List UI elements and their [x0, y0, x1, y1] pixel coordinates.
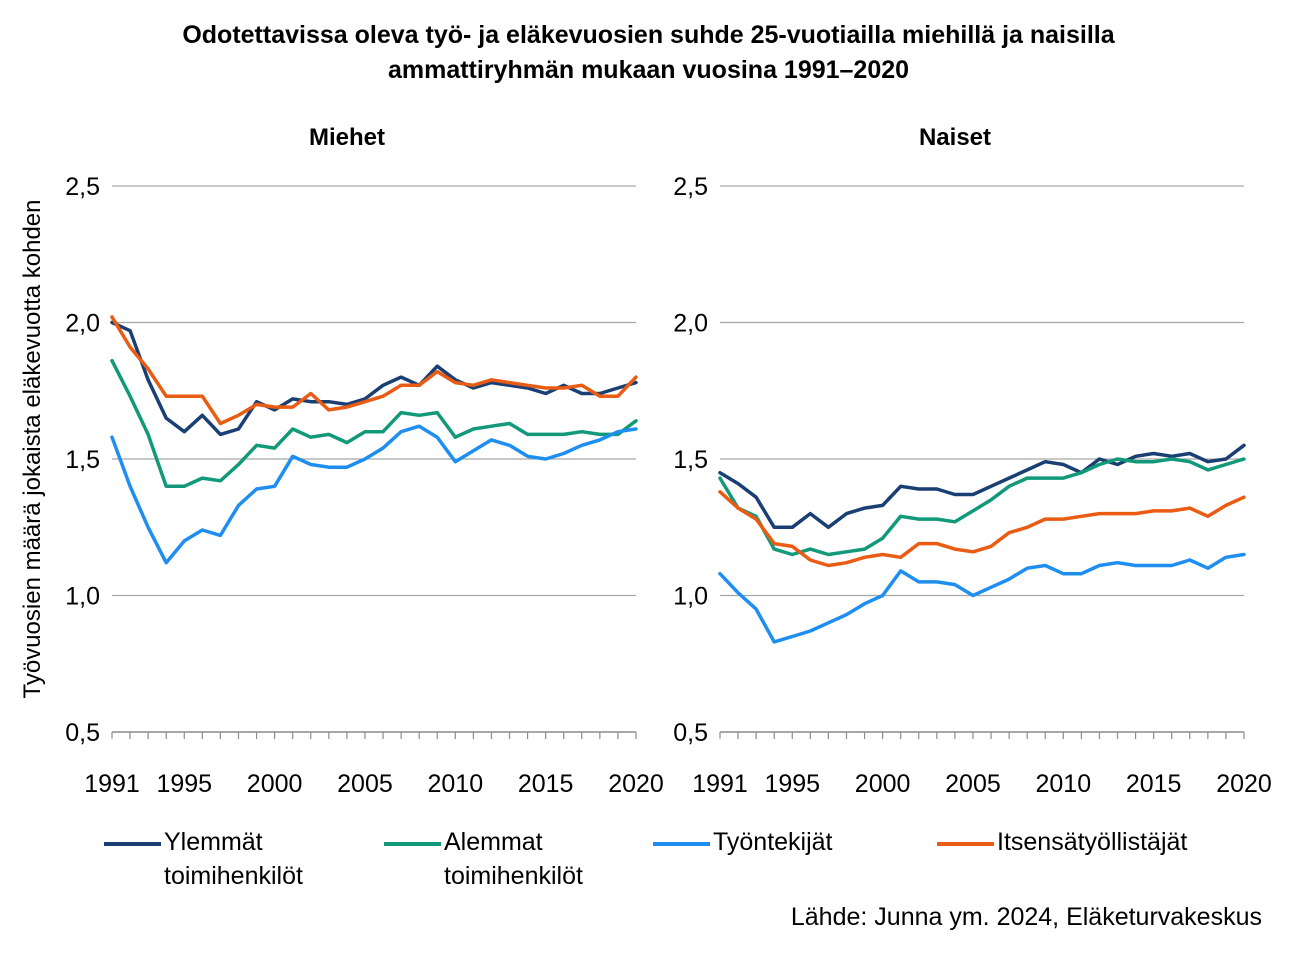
- x-tick-label: 2005: [945, 770, 1001, 798]
- chart-title: Odotettavissa oleva työ- ja eläkevuosien…: [0, 18, 1297, 88]
- x-tick-label: 1991: [84, 770, 140, 798]
- y-tick-label: 1,0: [65, 583, 100, 611]
- x-tick-label: 1991: [692, 770, 748, 798]
- y-tick-label: 1,5: [65, 446, 100, 474]
- panel-naiset: Naiset 0,5 1,0 1,5 2,0 2,5 1991 1995 2000 2005 201…: [673, 124, 1272, 798]
- legend-swatch-tyontekijat: [653, 842, 710, 846]
- series-line-1: [110, 358, 638, 489]
- series-line-1: [718, 457, 1246, 557]
- panel-title-0: Miehet: [309, 124, 385, 151]
- legend-swatch-alemmat: [384, 842, 441, 846]
- panel-title-1: Naiset: [919, 124, 991, 151]
- y-tick-label: 2,0: [673, 310, 708, 338]
- series-line-3: [718, 490, 1246, 568]
- x-tick-label: 2020: [1216, 770, 1272, 798]
- chart-title-line-2: ammattiryhmän mukaan vuosina 1991–2020: [387, 56, 910, 84]
- x-tick-label: 2010: [427, 770, 483, 798]
- panel-miehet: Miehet 0,5 1,0 1,5 2,0 2,5 1991 1995 2000 2005 201…: [19, 124, 664, 798]
- legend-label-tyontekijat: Työntekijät: [713, 828, 833, 856]
- x-tick-label: 2000: [855, 770, 911, 798]
- legend-label-itsensatyollistajat: Itsensätyöllistäjät: [997, 828, 1188, 856]
- series-line-2: [110, 424, 638, 565]
- x-tick-label: 1995: [156, 770, 212, 798]
- y-tick-label: 0,5: [65, 719, 100, 747]
- x-tick-label: 2005: [337, 770, 393, 798]
- series-line-0: [110, 320, 638, 437]
- legend-label-alemmat: Alemmat toimihenkilöt: [444, 828, 583, 890]
- x-tick-label: 2010: [1035, 770, 1091, 798]
- y-tick-label: 0,5: [673, 719, 708, 747]
- y-tick-label: 2,0: [65, 310, 100, 338]
- legend-swatch-itsensatyollistajat: [937, 842, 994, 846]
- x-tick-label: 2000: [247, 770, 303, 798]
- y-axis-label: Työvuosien määrä jokaista eläkevuotta ko…: [19, 200, 46, 699]
- legend-swatch-ylemmat: [104, 842, 161, 846]
- y-tick-label: 1,0: [673, 583, 708, 611]
- legend: Ylemmät toimihenkilöt Alemmat toimihenki…: [0, 825, 1297, 905]
- legend-label-ylemmat: Ylemmät toimihenkilöt: [164, 828, 303, 890]
- x-tick-label: 2015: [1126, 770, 1182, 798]
- y-tick-label: 1,5: [673, 446, 708, 474]
- y-tick-label: 2,5: [65, 173, 100, 201]
- x-tick-label: 1995: [764, 770, 820, 798]
- series-line-2: [718, 552, 1246, 644]
- series-line-3: [110, 315, 638, 426]
- series-line-0: [718, 443, 1246, 530]
- x-tick-label: 2020: [608, 770, 664, 798]
- chart-title-line-1: Odotettavissa oleva työ- ja eläkevuosien…: [182, 21, 1115, 49]
- source-note: Lähde: Junna ym. 2024, Eläketurvakeskus: [790, 903, 1262, 931]
- y-tick-label: 2,5: [673, 173, 708, 201]
- x-tick-label: 2015: [518, 770, 574, 798]
